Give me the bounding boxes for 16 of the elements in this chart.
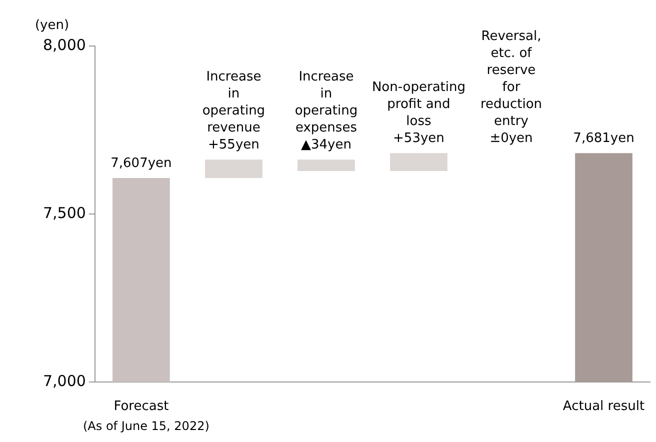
x-tick-label: Actual result (562, 398, 645, 414)
x-tick-label: Reversal, etc. of reserve for reduction entry (480, 29, 542, 130)
data-label: +55yen (208, 137, 260, 152)
y-tick-label: 7,000 (42, 372, 86, 390)
x-tick-label: Increase in operating revenue (202, 69, 266, 136)
data-label: 7,681yen (573, 131, 634, 146)
x-tick-label: Increase in operating expenses (294, 69, 358, 136)
x-tick-label: Forecast (As of June 15, 2022) (82, 398, 210, 434)
y-axis-title: (yen) (34, 18, 70, 33)
data-label: +53yen (393, 131, 444, 146)
x-tick-label: Non-operating profit and loss (372, 80, 466, 130)
y-tick-label: 8,000 (42, 36, 86, 54)
data-label: 7,607yen (110, 156, 172, 171)
data-label: ▲34yen (300, 137, 352, 152)
text: ±0yen (490, 131, 533, 146)
y-tick-label: 7,500 (42, 204, 86, 222)
